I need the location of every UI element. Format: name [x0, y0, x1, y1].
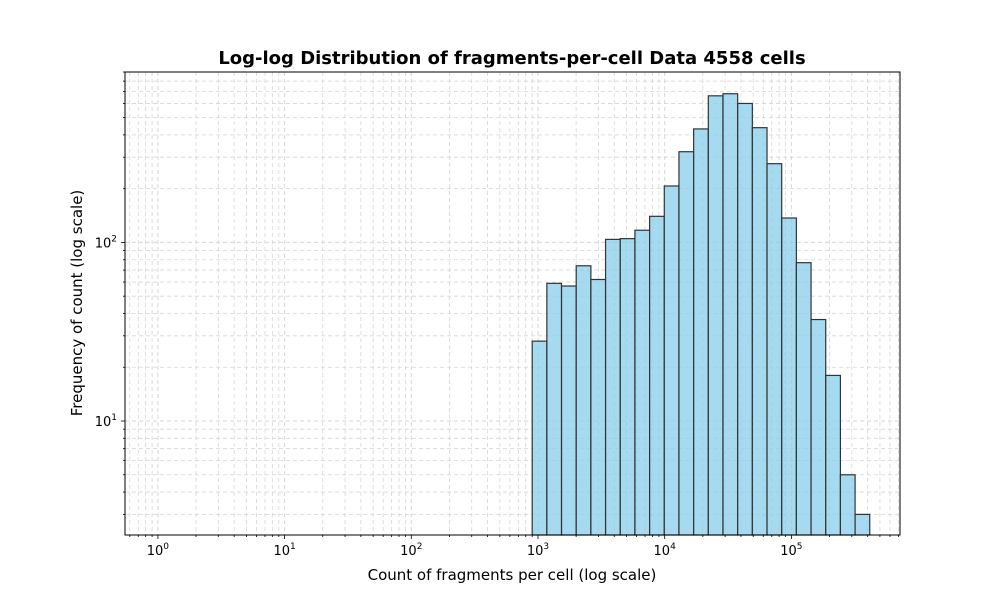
y-tick-label: 101	[95, 413, 117, 430]
x-axis-label: Count of fragments per cell (log scale)	[368, 566, 657, 584]
histogram-bar	[795, 262, 812, 536]
x-tick-label: 100	[147, 542, 170, 559]
chart-title: Log-log Distribution of fragments-per-ce…	[218, 48, 805, 69]
histogram-bar	[634, 229, 651, 536]
histogram-bar	[575, 265, 592, 536]
x-tick-label: 104	[654, 542, 677, 559]
histogram-bar	[839, 474, 856, 536]
x-tick-label: 102	[400, 542, 422, 559]
histogram-bar	[766, 163, 783, 536]
y-axis-ticks: 101 102	[95, 71, 125, 515]
histogram-bar	[560, 285, 577, 536]
x-axis-ticks: 100 101 102 103 104 105	[129, 535, 899, 559]
histogram-bar	[751, 127, 768, 536]
histogram-bar	[648, 215, 665, 536]
histogram-bar	[722, 93, 739, 536]
histogram-bar	[707, 95, 724, 536]
y-axis-label: Frequency of count (log scale)	[68, 190, 86, 417]
histogram-bar	[854, 513, 871, 536]
histogram-bar	[663, 185, 680, 536]
histogram-bar	[737, 102, 753, 536]
histogram-bar	[604, 238, 621, 536]
histogram-bar	[810, 318, 827, 536]
x-tick-label: 105	[780, 542, 802, 559]
histogram-bar	[619, 238, 636, 536]
y-tick-label: 102	[95, 234, 117, 251]
histogram-bar	[781, 217, 797, 536]
histogram-bar	[693, 128, 709, 536]
histogram-bar	[546, 282, 563, 536]
plot-area-frame	[124, 71, 901, 536]
histogram-bar	[531, 340, 548, 536]
histogram-bar	[590, 278, 607, 536]
histogram-bar	[678, 151, 695, 536]
histogram-bar	[825, 374, 842, 536]
x-tick-label: 103	[527, 542, 549, 559]
x-tick-label: 101	[273, 542, 295, 559]
